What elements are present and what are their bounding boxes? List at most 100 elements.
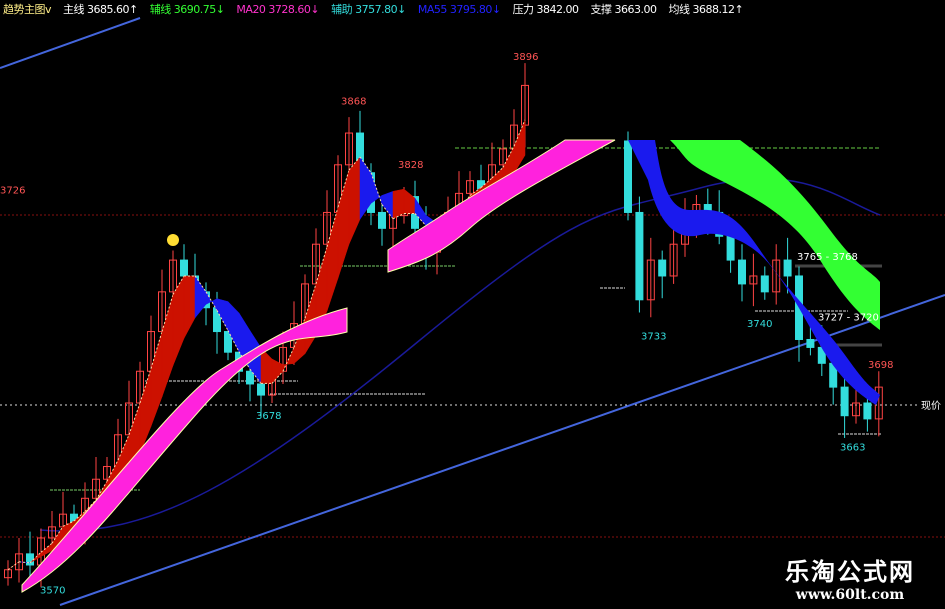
ma-line xyxy=(315,246,328,285)
price-annotation: 3896 xyxy=(513,52,538,63)
indicator-name[interactable]: 趋势主图v xyxy=(3,3,52,16)
rising-ma-band xyxy=(392,188,405,220)
price-annotation: 3726 xyxy=(0,185,25,196)
ma-line xyxy=(194,275,207,293)
ma-line xyxy=(161,294,174,332)
candle-down xyxy=(246,370,254,385)
candle-down xyxy=(658,259,667,277)
rising-ma-band xyxy=(348,156,361,245)
falling-ma-band xyxy=(194,275,207,319)
rising-ma-band xyxy=(7,561,20,570)
candle-down xyxy=(726,235,735,261)
ma-line xyxy=(172,275,185,295)
ma-line xyxy=(513,119,526,147)
rising-ma-band xyxy=(271,358,284,385)
annotations: 3726 3570 3678 3868 3828 3896 3733 3740 3765 - 3… xyxy=(0,52,893,597)
header-value: 压力 3842.00 xyxy=(512,3,579,16)
header-value: 辅助 3757.80↓ xyxy=(331,3,406,16)
ma-line xyxy=(150,331,163,369)
ma-line xyxy=(128,402,141,435)
candle-up xyxy=(92,478,100,499)
price-annotation: 3698 xyxy=(868,360,893,371)
price-annotation: 3765 - 3768 xyxy=(797,252,858,263)
rising-ma-band xyxy=(337,170,350,279)
candle-down xyxy=(635,211,644,301)
long-ma-band xyxy=(21,307,348,593)
ma-line xyxy=(84,499,97,512)
ma-line xyxy=(18,561,31,564)
ma-line xyxy=(117,434,130,461)
candle-down xyxy=(624,140,632,213)
watermark-title: 乐淘公式网 xyxy=(785,558,915,586)
candle-up xyxy=(852,402,860,417)
candle-up xyxy=(772,259,781,293)
ma-line xyxy=(29,551,42,564)
ma-line xyxy=(271,370,284,384)
candle-down xyxy=(257,383,265,396)
ma-line xyxy=(381,204,394,220)
price-annotation: 3663 xyxy=(840,443,865,454)
header-value: 辅线 3690.75↓ xyxy=(149,3,225,16)
ma-line xyxy=(370,172,383,205)
candle-down xyxy=(806,338,815,348)
price-annotation: 3740 xyxy=(747,319,772,330)
candle-down xyxy=(760,275,769,293)
candle-down xyxy=(783,259,792,277)
rising-ma-band xyxy=(150,331,163,427)
price-annotation: 3678 xyxy=(256,411,281,422)
candle-up xyxy=(323,211,331,245)
rising-ma-band xyxy=(183,275,196,339)
price-annotation: 3733 xyxy=(641,331,666,342)
ma-line xyxy=(348,156,361,171)
header-value: 主线 3685.60↑ xyxy=(63,3,138,16)
ma-line xyxy=(337,169,350,208)
ma-line xyxy=(51,526,64,544)
candle-up xyxy=(646,259,655,301)
candle-down xyxy=(840,386,849,417)
candle-up xyxy=(345,132,353,166)
ma-line xyxy=(359,156,372,174)
ma-line xyxy=(282,347,295,372)
candle-down xyxy=(378,211,386,229)
rising-ma-band xyxy=(161,294,174,397)
header-value: MA20 3728.60↓ xyxy=(236,2,320,16)
header-value: 支撑 3663.00 xyxy=(590,3,657,16)
candle-up xyxy=(749,275,758,285)
candle-down xyxy=(863,402,872,420)
indicator-header: 趋势主图v 主线 3685.60↑ 辅线 3690.75↓ MA20 3728.60… xyxy=(0,0,945,18)
candle-up xyxy=(499,148,507,166)
long-ma-band xyxy=(387,139,616,273)
ma-line xyxy=(491,167,504,179)
price-annotation: 3727 - 3720 xyxy=(818,312,879,323)
ma-line xyxy=(238,351,251,370)
candle-up xyxy=(48,526,56,539)
ma-line xyxy=(95,481,108,501)
candle-down xyxy=(180,259,188,277)
ma-line xyxy=(480,177,493,188)
candle-down xyxy=(738,259,746,285)
signal-marker xyxy=(167,234,179,246)
ma-line xyxy=(205,291,218,311)
price-annotation: 3868 xyxy=(341,96,366,107)
header-value: MA55 3795.80↓ xyxy=(417,2,501,16)
candle-up xyxy=(169,259,177,293)
candle-up xyxy=(669,243,678,277)
trend-line xyxy=(0,17,141,69)
candle-up xyxy=(466,180,474,194)
watermark-url: www.60lt.com xyxy=(795,587,905,603)
price-annotation: 3570 xyxy=(40,586,65,597)
ma-line xyxy=(326,207,339,247)
watermark: 乐淘公式网 www.60lt.com xyxy=(785,552,915,603)
trend-line xyxy=(59,294,945,606)
right-price-label: 现价 xyxy=(921,400,941,412)
candle-up xyxy=(15,553,23,571)
candle-up xyxy=(103,466,111,480)
candle-down xyxy=(26,553,34,566)
ma-line xyxy=(249,368,262,384)
rising-ma-band xyxy=(172,275,185,366)
ma-line xyxy=(414,213,427,227)
rising-ma-band xyxy=(403,188,416,214)
right-blue-band xyxy=(628,140,880,405)
header-value: 均线 3688.12↑ xyxy=(668,3,744,16)
